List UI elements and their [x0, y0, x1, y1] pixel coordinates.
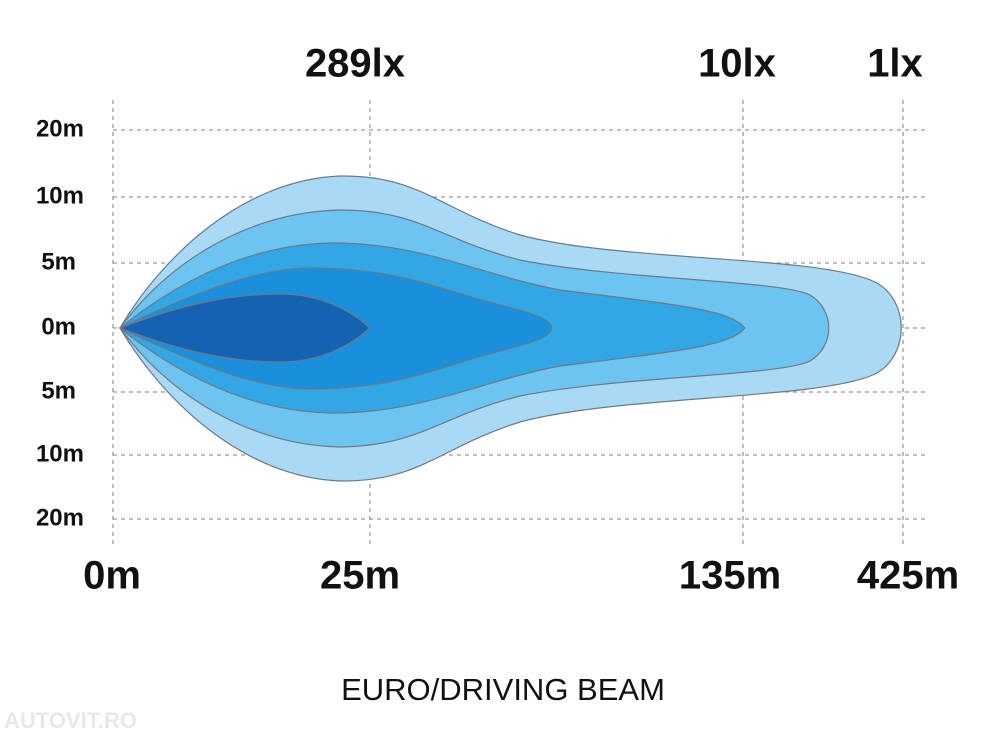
beam-zone-inner [118, 293, 371, 363]
x-label: 25m [320, 554, 400, 598]
y-label: 20m [36, 504, 84, 531]
x-label: 135m [679, 554, 781, 598]
y-label: 5m [41, 377, 76, 404]
x-label: 0m [83, 554, 141, 598]
lux-label: 10lx [698, 42, 776, 86]
y-label: 10m [36, 440, 84, 467]
y-label: 10m [36, 182, 84, 209]
lux-label: 1lx [867, 42, 923, 86]
y-label: 5m [41, 248, 76, 275]
y-label: 20m [36, 115, 84, 142]
x-label: 425m [857, 554, 959, 598]
beam-zones [118, 175, 902, 482]
caption: EURO/DRIVING BEAM [341, 672, 665, 707]
lux-label: 289lx [305, 42, 405, 86]
watermark: AUTOVIT.RO [4, 708, 137, 733]
y-label: 0m [41, 313, 76, 340]
